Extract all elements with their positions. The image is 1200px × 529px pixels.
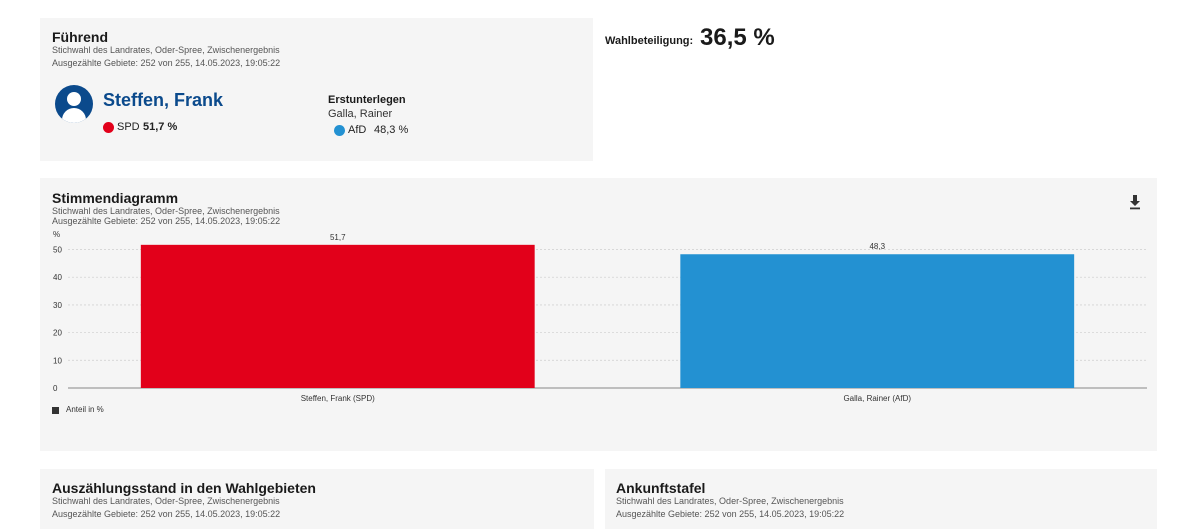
leading-panel: Führend Stichwahl des Landrates, Oder-Sp… (40, 18, 593, 161)
runner-up-name: Galla, Rainer (328, 108, 393, 120)
y-tick-label: 40 (53, 273, 62, 282)
legend-swatch (52, 407, 59, 414)
winner-name: Steffen, Frank (103, 90, 224, 110)
leading-title: Führend (52, 29, 108, 45)
leading-counted: Ausgezählte Gebiete: 252 von 255, 14.05.… (52, 58, 281, 68)
bar-value-label: 48,3 (869, 242, 885, 251)
vote-chart-panel: Stimmendiagramm Stichwahl des Landrates,… (40, 178, 1157, 451)
chart-counted: Ausgezählte Gebiete: 252 von 255, 14.05.… (52, 216, 281, 226)
bar-1 (140, 244, 535, 388)
runner-up-percent: 48,3 % (374, 124, 409, 136)
spd-party-dot (103, 122, 114, 133)
afd-party-dot (334, 125, 345, 136)
chart-title: Stimmendiagramm (52, 190, 179, 206)
x-category-label: Galla, Rainer (AfD) (843, 394, 911, 403)
winner-party: SPD (117, 121, 140, 133)
count-counted: Ausgezählte Gebiete: 252 von 255, 14.05.… (52, 509, 281, 519)
count-status-panel: Auszählungsstand in den Wahlgebieten Sti… (40, 469, 594, 529)
y-tick-label: 50 (53, 246, 62, 255)
download-icon[interactable] (1128, 194, 1142, 210)
x-category-label: Steffen, Frank (SPD) (301, 394, 375, 403)
y-tick-label: 10 (53, 356, 62, 365)
runner-up-label: Erstunterlegen (328, 94, 406, 106)
legend-label: Anteil in % (66, 405, 104, 414)
count-subtitle: Stichwahl des Landrates, Oder-Spree, Zwi… (52, 496, 280, 506)
arrival-counted: Ausgezählte Gebiete: 252 von 255, 14.05.… (616, 509, 845, 519)
user-avatar-icon (55, 85, 93, 123)
arrival-board-panel: Ankunftstafel Stichwahl des Landrates, O… (605, 469, 1157, 529)
bar-chart: % 0 10 20 30 40 50 51,7 Steffen, Frank (SPD) 48,3… (53, 230, 1147, 403)
chart-subtitle: Stichwahl des Landrates, Oder-Spree, Zwi… (52, 206, 280, 216)
leading-subtitle: Stichwahl des Landrates, Oder-Spree, Zwi… (52, 45, 280, 55)
arrival-subtitle: Stichwahl des Landrates, Oder-Spree, Zwi… (616, 496, 844, 506)
turnout-label: Wahlbeteiligung: (605, 35, 694, 47)
y-tick-label: 20 (53, 329, 62, 338)
winner-percent: 51,7 % (143, 121, 178, 133)
bar-2 (680, 254, 1075, 388)
y-tick-label: 30 (53, 301, 62, 310)
count-title: Auszählungsstand in den Wahlgebieten (52, 480, 316, 496)
arrival-title: Ankunftstafel (616, 480, 706, 496)
y-axis-unit-label: % (53, 230, 60, 239)
runner-up-party: AfD (348, 124, 367, 136)
turnout-value: 36,5 % (700, 24, 775, 51)
y-tick-label: 0 (53, 384, 58, 393)
bar-value-label: 51,7 (330, 233, 346, 242)
